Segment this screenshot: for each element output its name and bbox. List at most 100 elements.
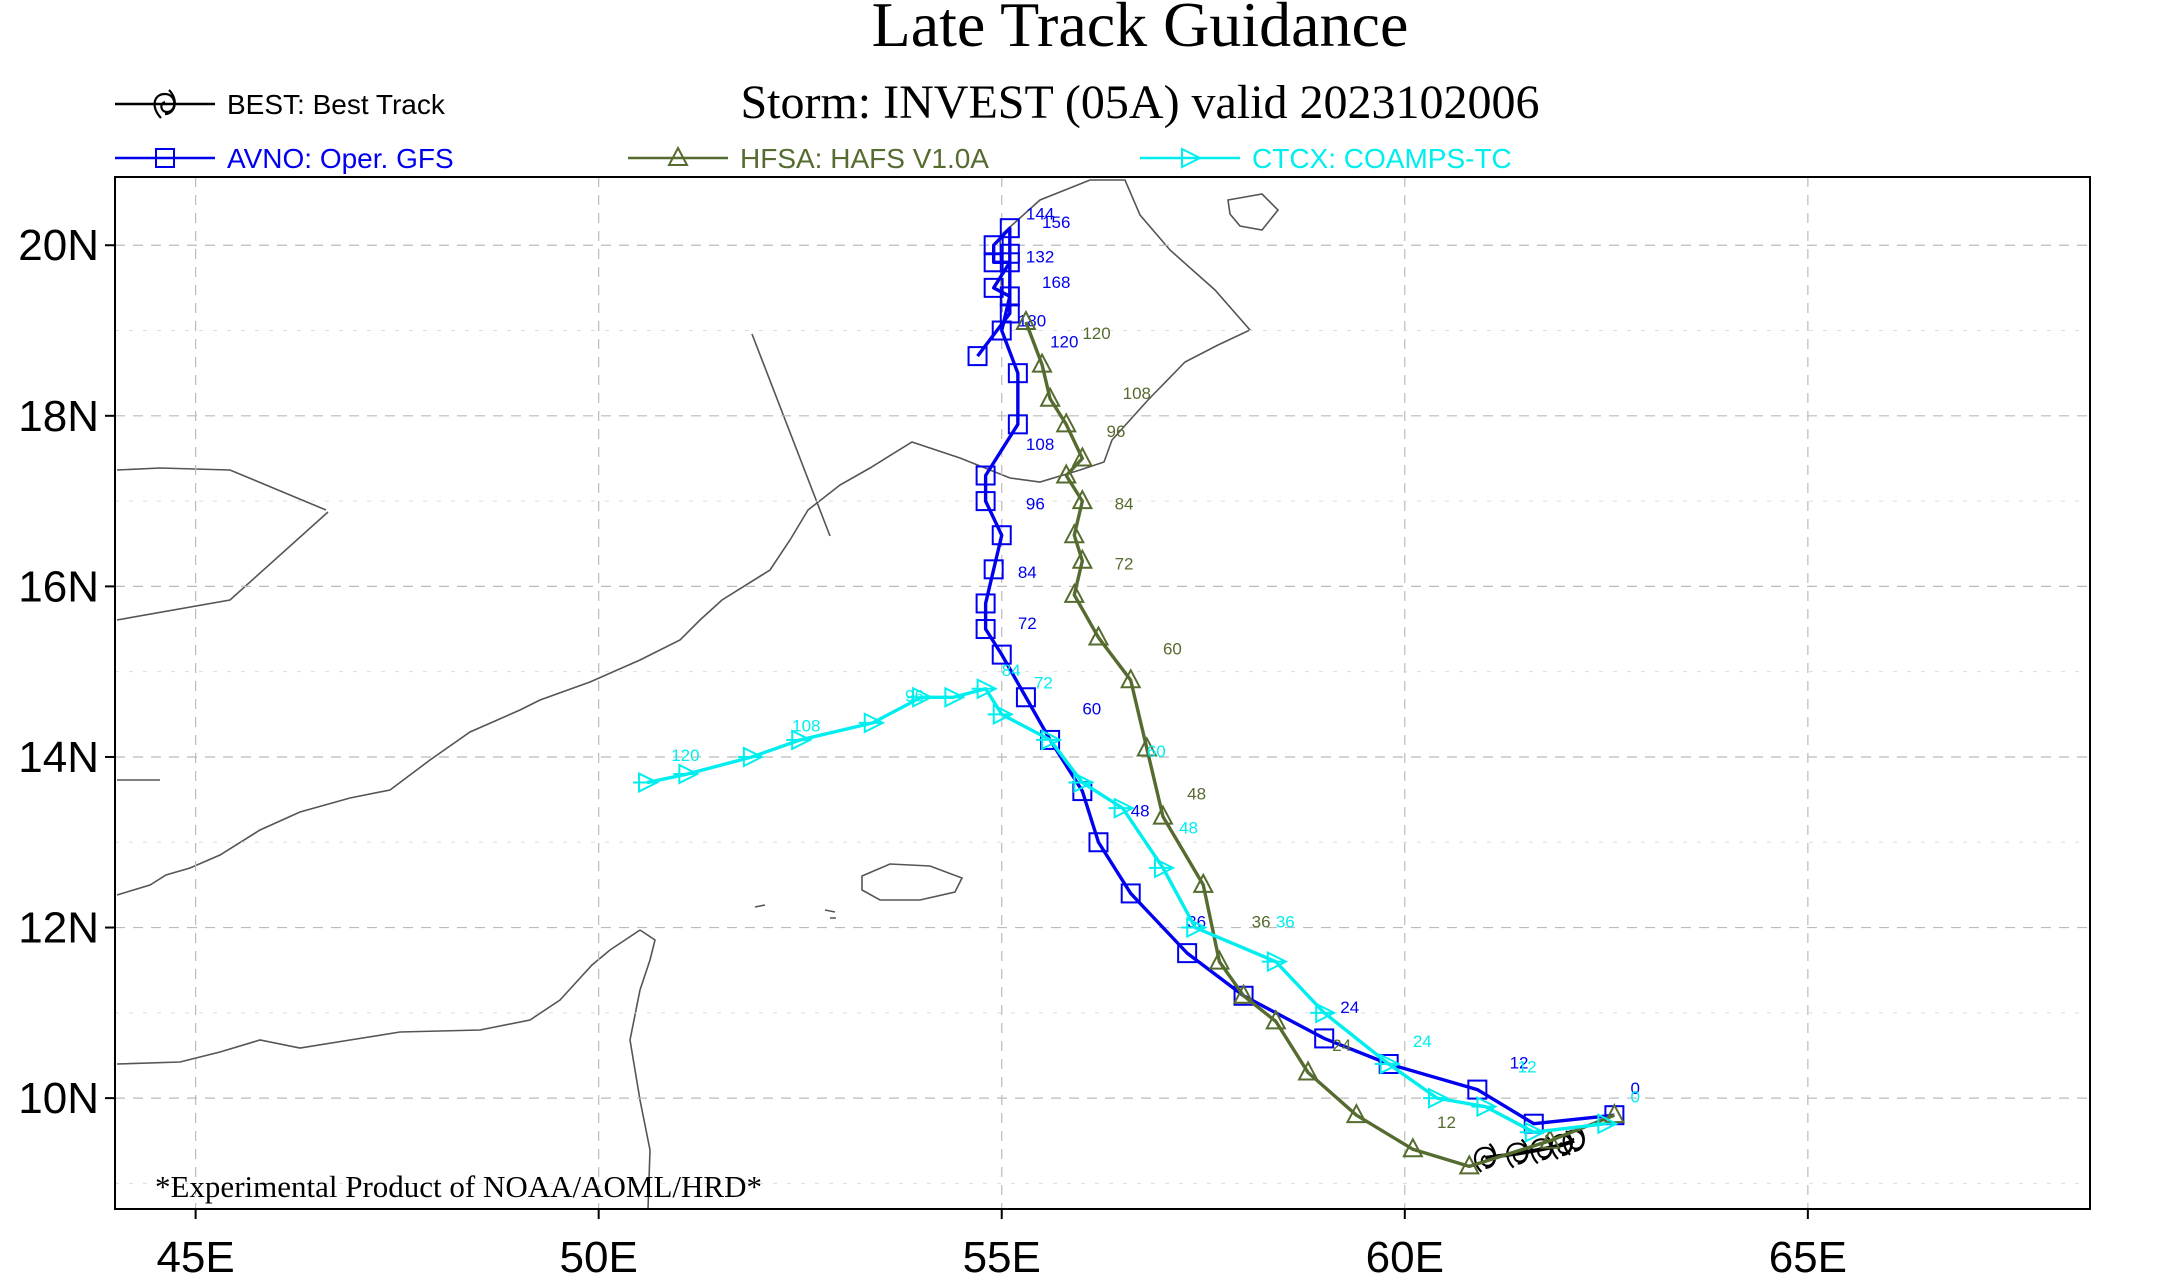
track-point-avno [999, 218, 1020, 239]
track-point-avno [1007, 414, 1028, 435]
track-point-hfsa [1539, 1128, 1561, 1149]
track-hfsa: 12 24 36 48 60 72 84 96 108 120 [1015, 309, 1626, 1175]
chart-title: Late Track Guidance [872, 0, 1409, 60]
track-point-ctcx [1374, 1053, 1401, 1075]
x-tick-label: 50E [560, 1233, 638, 1281]
border-oman-yemen [751, 333, 831, 537]
track-point-avno [1120, 883, 1141, 904]
track-point-ctcx [1519, 1121, 1547, 1143]
legend-marker-cyclone [153, 89, 176, 119]
forecast-tracks: 0122436486072849610812013214415616818012… [633, 205, 1640, 1175]
track-point-avno [975, 491, 996, 512]
forecast-hour-label: 24 [1332, 1036, 1351, 1055]
track-point-hfsa [1402, 1137, 1424, 1158]
forecast-hour-label: 132 [1026, 247, 1054, 266]
track-point-hfsa [1039, 386, 1061, 407]
track-point-hfsa [1297, 1060, 1319, 1081]
forecast-hour-label: 36 [1276, 913, 1295, 932]
track-point-avno [991, 525, 1012, 546]
track-point-ctcx [1068, 771, 1095, 794]
track-point-hfsa [1071, 488, 1094, 510]
forecast-hour-label: 24 [1340, 998, 1359, 1017]
coastline-somalia [116, 929, 656, 1209]
forecast-hour-label: 144 [1026, 205, 1054, 224]
forecast-hour-label: 156 [1042, 213, 1070, 232]
forecast-hour-label: 108 [1026, 435, 1054, 454]
legend: BEST: Best Track AVNO: Oper. GFS HFSA: HAF… [115, 89, 1512, 174]
forecast-hour-label: 12 [1510, 1053, 1529, 1072]
grid-lines [115, 177, 2090, 1209]
track-point-hfsa [1055, 412, 1077, 433]
forecast-hour-label: 180 [1018, 311, 1046, 330]
x-tick-label: 60E [1366, 1233, 1444, 1281]
coastline-socotra [861, 863, 964, 901]
track-point-avno [1007, 363, 1028, 384]
track-point-ctcx [786, 729, 813, 751]
track-point-avno [999, 303, 1020, 324]
forecast-hour-label: 0 [1631, 1079, 1640, 1098]
forecast-hour-label: 36 [1252, 913, 1271, 932]
track-point-avno [975, 619, 996, 640]
forecast-hour-label: 96 [905, 687, 924, 706]
forecast-hour-label: 96 [1026, 495, 1045, 514]
coastline-west [116, 467, 327, 781]
coastline-oman-north [116, 179, 1252, 896]
forecast-hour-label: 60 [1163, 640, 1182, 659]
track-point-hfsa [1152, 804, 1174, 825]
track-point-avno [1015, 687, 1036, 708]
track-point-ctcx [673, 763, 700, 785]
x-tick-label: 55E [963, 1233, 1041, 1281]
y-tick-label: 20N [18, 221, 99, 270]
track-point-ctcx [971, 678, 998, 700]
legend-label: BEST: Best Track [227, 89, 446, 120]
track-point-hfsa [1458, 1154, 1480, 1175]
forecast-hour-label: 120 [671, 746, 699, 765]
track-point-hfsa [1192, 872, 1214, 893]
legend-entry: HFSA: HAFS V1.0A [628, 143, 989, 174]
forecast-hour-label: 72 [1034, 674, 1053, 693]
track-point-ctcx [1148, 857, 1176, 879]
track-point-hfsa [1071, 446, 1094, 467]
track-point-avno [1314, 1028, 1335, 1049]
y-tick-label: 16N [18, 562, 99, 611]
track-point-ctcx [858, 712, 885, 734]
coastline-map [116, 179, 1280, 1209]
x-tick-label: 45E [156, 1233, 234, 1281]
track-point-hfsa [1071, 548, 1094, 569]
axes: 45E 50E 55E 60E 65E 10N 12N 14N 16N 18N 20N [18, 221, 1847, 1281]
forecast-hour-label: 12 [1518, 1058, 1537, 1077]
coastline-oman-islands [1227, 193, 1280, 231]
track-point-hfsa [1265, 1009, 1287, 1030]
track-point-ctcx [1036, 729, 1063, 751]
x-tick-label: 65E [1769, 1233, 1847, 1281]
y-tick-label: 14N [18, 733, 99, 782]
track-point-ctcx [939, 686, 966, 708]
legend-marker-arrow [1176, 147, 1203, 169]
forecast-hour-label: 84 [1115, 495, 1134, 514]
forecast-hour-label: 108 [1123, 384, 1151, 403]
track-point-avno [983, 277, 1004, 298]
track-point-hfsa [1136, 736, 1158, 757]
border-saudi-yemen [116, 511, 329, 621]
track-point-hfsa [1063, 582, 1085, 603]
track-point-ctcx [1592, 1113, 1619, 1135]
legend-marker-triangle [667, 145, 689, 166]
y-tick-label: 10N [18, 1074, 99, 1123]
forecast-hour-label: 120 [1082, 324, 1110, 343]
forecast-hour-label: 60 [1147, 742, 1166, 761]
forecast-hour-label: 120 [1050, 333, 1078, 352]
plot-frame [114, 176, 2091, 1210]
forecast-hour-label: 72 [1018, 614, 1037, 633]
forecast-hour-label: 12 [1437, 1113, 1456, 1132]
forecast-hour-label: 48 [1187, 785, 1206, 804]
track-point-ctcx [633, 771, 660, 794]
legend-label: CTCX: COAMPS-TC [1252, 143, 1512, 174]
track-point-hfsa [1120, 668, 1142, 689]
track-point-hfsa [1345, 1103, 1368, 1124]
track-point-ctcx [1261, 951, 1289, 973]
legend-entry: CTCX: COAMPS-TC [1140, 143, 1512, 174]
legend-entry: AVNO: Oper. GFS [115, 143, 454, 174]
track-point-ctcx [1181, 916, 1208, 939]
forecast-hour-label: 84 [1018, 563, 1037, 582]
